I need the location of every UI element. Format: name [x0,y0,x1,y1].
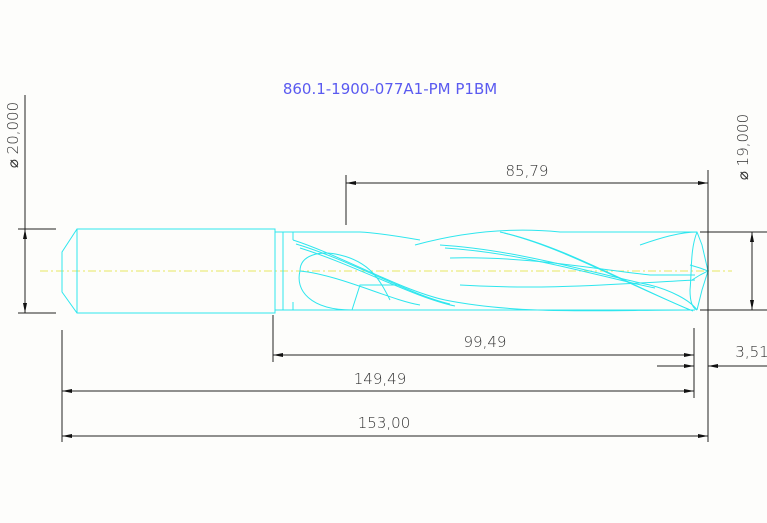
shank-diameter-dimension: ⌀ 20,000 [4,95,56,314]
body-length-label: 99,49 [464,333,507,351]
drawing-title: 860.1-1900-077A1-PM P1BM [283,80,497,98]
corner-length-label: 149,49 [354,370,407,388]
flute-length-label: 85,79 [506,162,549,180]
overall-length-label: 153,00 [358,414,411,432]
drill-outline [61,228,710,314]
shank-diameter-label: ⌀ 20,000 [4,102,22,168]
tip-length-label: 3,51 [735,343,767,361]
drill-diameter-label: ⌀ 19,000 [734,114,752,180]
drill-diameter-dimension: ⌀ 19,000 [700,114,767,311]
